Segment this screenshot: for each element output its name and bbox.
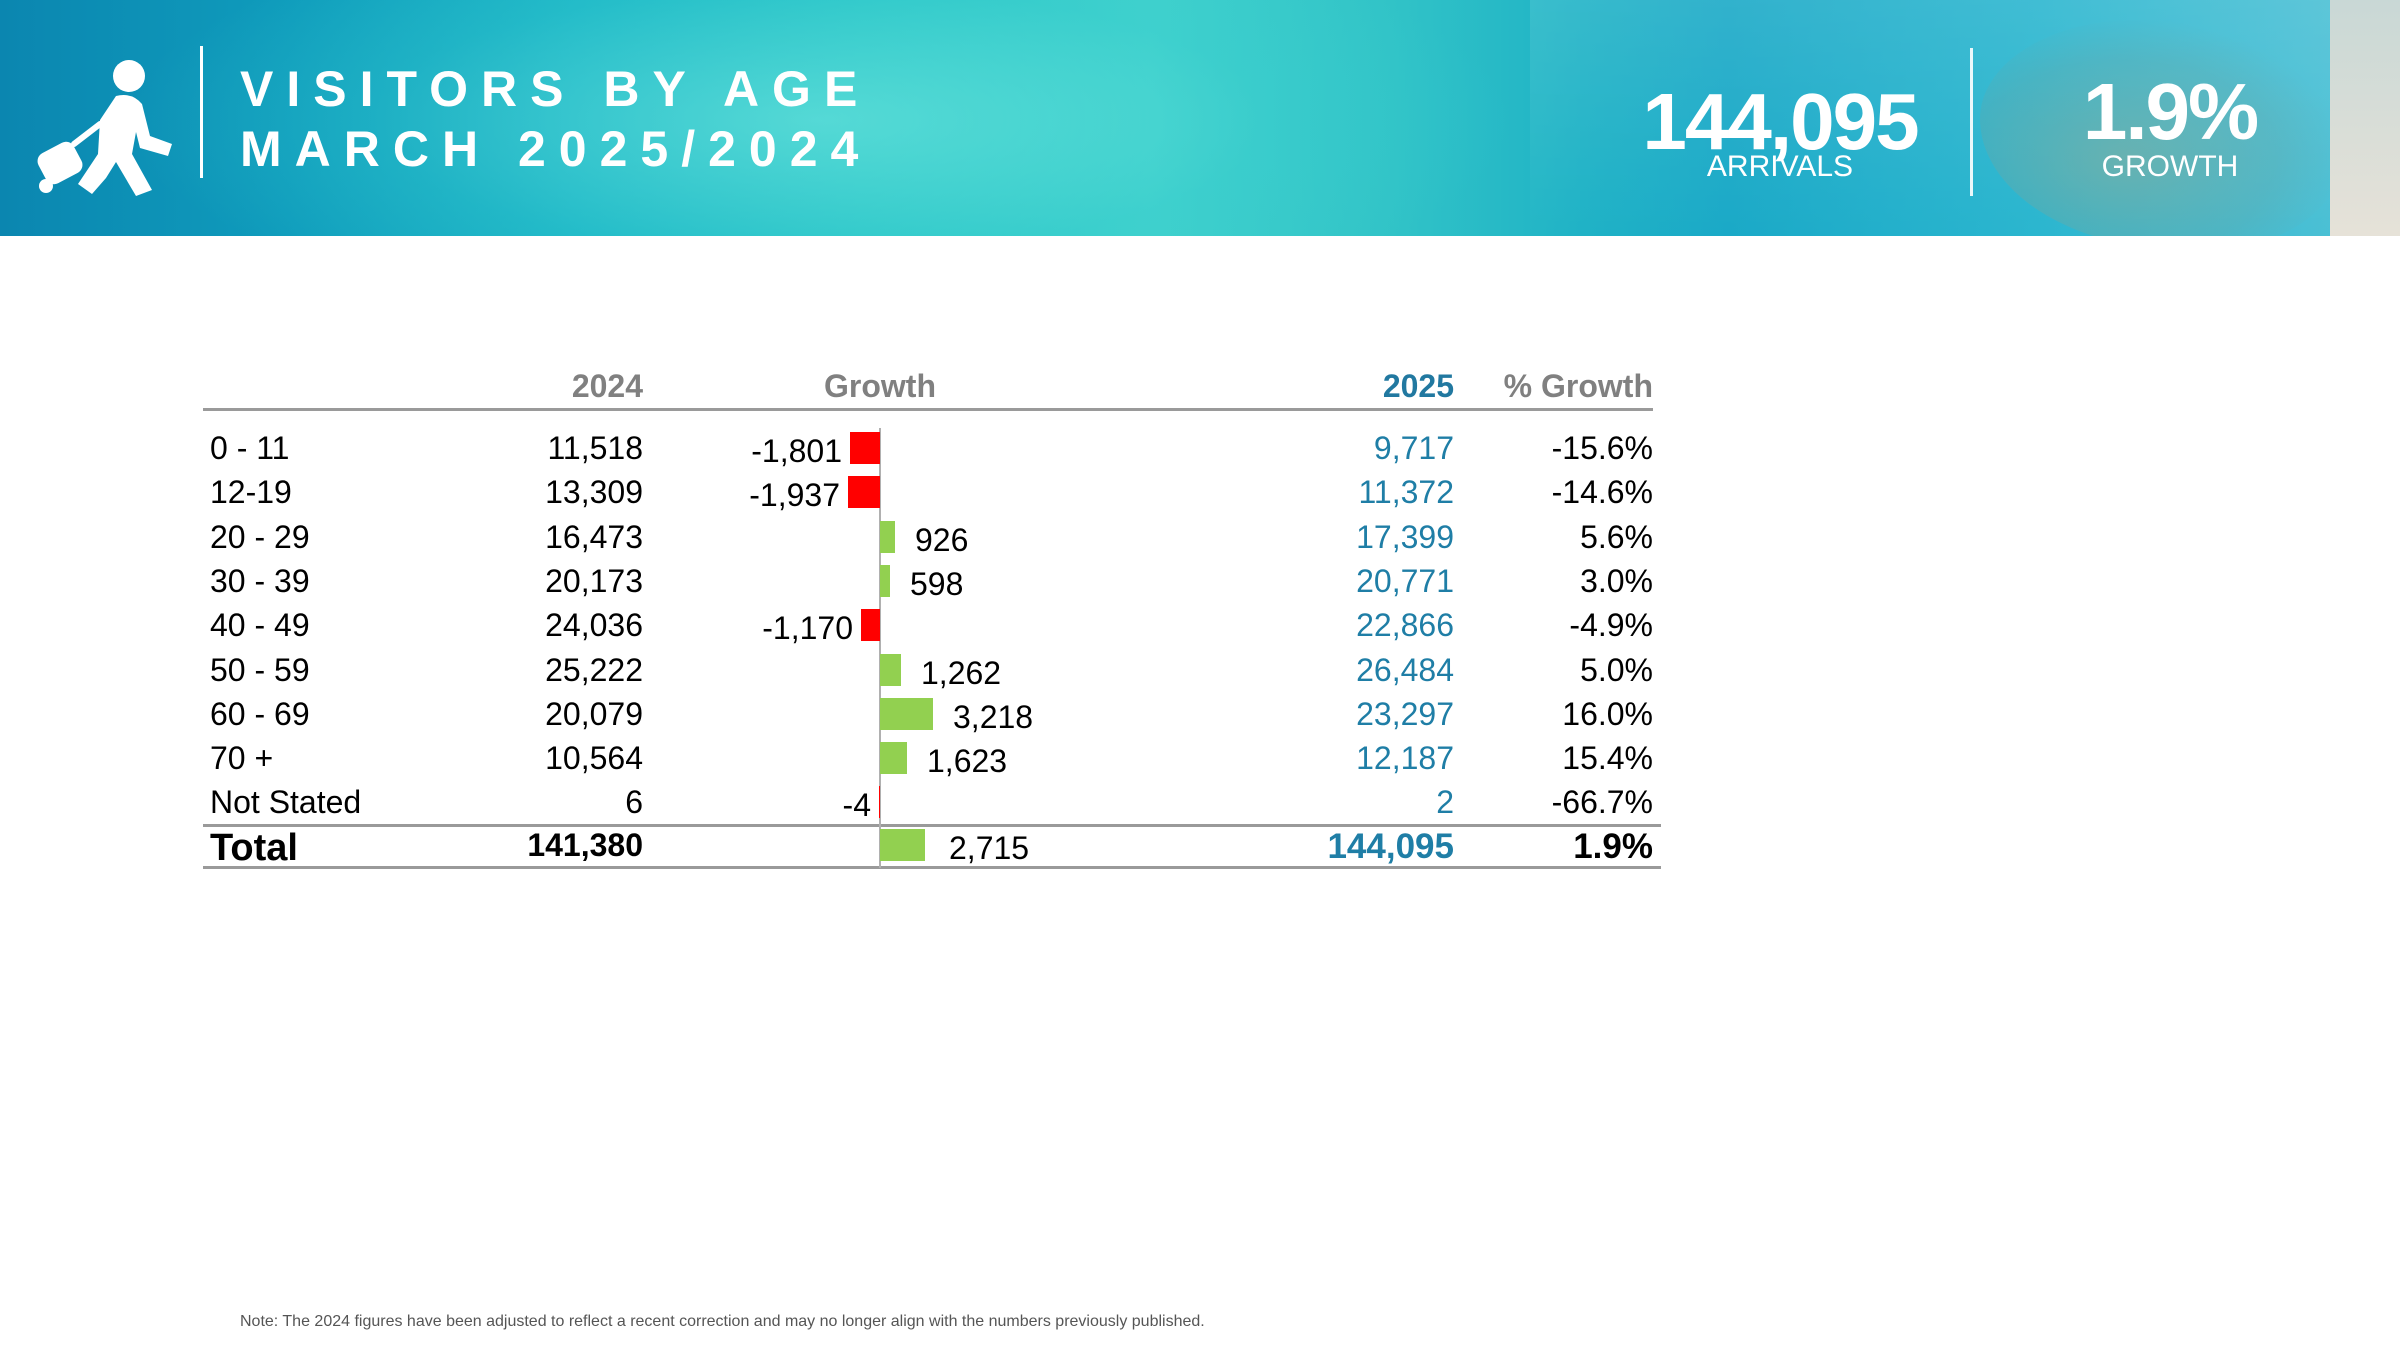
pct-growth: 5.0% [1580,652,1653,688]
value-2024: 16,473 [545,519,643,555]
growth-bar-label: 2,715 [949,830,1030,866]
growth-bar [880,829,925,861]
column-header-pct-growth: % Growth [1503,368,1653,404]
column-header-growth: Growth [824,368,936,404]
value-2024: 10,564 [545,740,643,776]
growth-bar [850,432,880,464]
value-2025: 22,866 [1356,607,1454,643]
kpi-growth-label: GROWTH [2101,150,2239,183]
value-2025: 144,095 [1327,827,1454,866]
growth-bar [880,698,933,730]
growth-bar [861,609,880,641]
value-2025: 17,399 [1356,519,1454,555]
row-label: 50 - 59 [210,652,310,688]
pct-growth: -14.6% [1551,474,1653,510]
footnote: Note: The 2024 figures have been adjuste… [240,1313,1205,1330]
kpi-growth-value: 1.9% [2082,67,2259,156]
growth-bar-label: -4 [842,787,871,823]
row-label: 20 - 29 [210,519,310,555]
growth-bar [880,742,907,774]
pct-growth: 16.0% [1562,696,1653,732]
pct-growth: 1.9% [1573,827,1653,866]
value-2025: 23,297 [1356,696,1454,732]
value-2024: 13,309 [545,474,643,510]
row-label: Not Stated [210,784,362,820]
value-2024: 20,079 [545,696,643,732]
growth-bar [848,476,880,508]
value-2025: 2 [1436,784,1454,820]
row-label: 40 - 49 [210,607,310,643]
kpi-divider [1970,48,1973,196]
value-2024: 20,173 [545,563,643,599]
reef-background [1980,20,2340,236]
value-2024: 25,222 [545,652,643,688]
growth-bar-label: 3,218 [953,699,1034,735]
pct-growth: -4.9% [1569,607,1653,643]
pct-growth: -66.7% [1551,784,1653,820]
growth-bar-label: -1,937 [749,477,840,513]
title-divider [200,46,203,178]
header-rule [203,408,1653,411]
growth-bar [879,786,880,818]
pct-growth: 15.4% [1562,740,1653,776]
pct-growth: -15.6% [1551,430,1653,466]
row-label: Total [210,827,298,869]
growth-bar [880,521,895,553]
growth-bar [880,654,901,686]
growth-bar-label: 1,623 [927,743,1008,779]
growth-bar-label: -1,170 [762,610,853,646]
pct-growth: 3.0% [1580,563,1653,599]
value-2025: 12,187 [1356,740,1454,776]
kpi-arrivals-value: 144,095 [1642,77,1919,166]
page-subtitle: MARCH 2025/2024 [240,121,872,177]
value-2024: 24,036 [545,607,643,643]
total-bottom-rule [203,866,1661,869]
growth-bar-axis [879,428,881,868]
traveler-with-luggage-icon [37,60,172,196]
kpi-arrivals-label: ARRIVALS [1706,150,1854,183]
row-label: 12-19 [210,474,292,510]
header-banner: VISITORS BY AGE MARCH 2025/2024 144,095 … [0,0,2400,236]
value-2025: 20,771 [1356,563,1454,599]
growth-bar-label: 926 [915,522,969,558]
value-2024: 6 [625,784,643,820]
value-2025: 26,484 [1356,652,1454,688]
column-header-2025: 2025 [1382,368,1454,404]
sea-background [120,0,1520,236]
value-2025: 9,717 [1373,430,1454,466]
row-label: 70 + [210,740,274,776]
value-2024: 11,518 [547,430,644,466]
growth-bar-label: 598 [910,566,964,602]
pct-growth: 5.6% [1580,519,1653,555]
total-top-rule [203,824,1661,827]
column-header-2024: 2024 [571,368,643,404]
row-label: 0 - 11 [210,430,290,466]
value-2025: 11,372 [1358,474,1455,510]
growth-bar [880,565,890,597]
growth-bar-label: -1,801 [751,433,842,469]
page-title: VISITORS BY AGE [240,61,871,117]
row-label: 30 - 39 [210,563,310,599]
value-2024: 141,380 [527,827,643,863]
row-label: 60 - 69 [210,696,310,732]
growth-bar-label: 1,262 [921,655,1002,691]
shore-background [2330,0,2400,236]
